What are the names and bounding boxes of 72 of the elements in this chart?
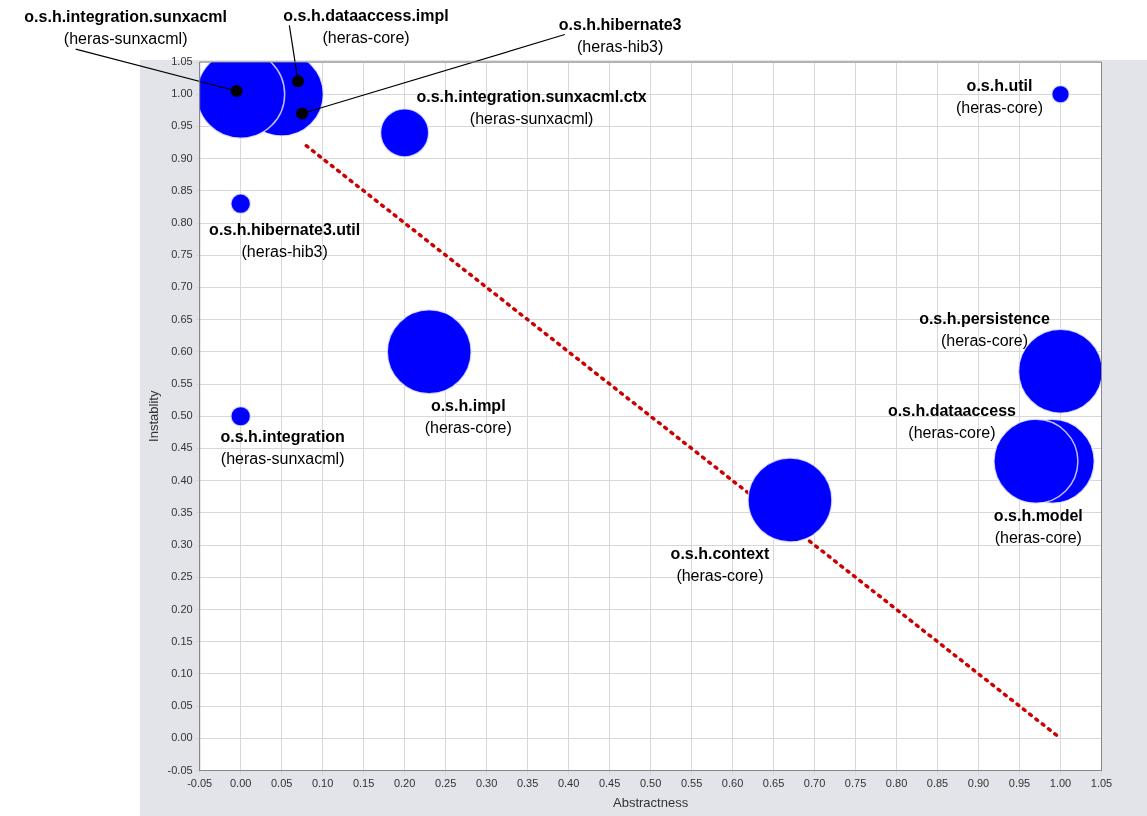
annotation: (heras-core) xyxy=(908,423,996,441)
y-tick-label: 0.20 xyxy=(171,602,193,615)
x-tick-label: 0.85 xyxy=(926,777,949,790)
y-tick-label: 1.00 xyxy=(171,87,193,100)
x-tick-label: 0.55 xyxy=(680,777,703,790)
x-tick-label: 0.15 xyxy=(352,777,375,790)
y-tick-label: 0.65 xyxy=(171,312,193,325)
y-tick-label: 0.45 xyxy=(171,441,193,454)
x-tick-label: 0.05 xyxy=(270,777,293,790)
x-tick-label: 0.95 xyxy=(1008,777,1031,790)
annotation: (heras-core) xyxy=(676,567,764,585)
series-label: o.s.h.context xyxy=(670,545,770,563)
x-tick-label: 0.90 xyxy=(967,777,990,790)
y-tick-label: 0.35 xyxy=(171,505,193,518)
series-label: o.s.h.model xyxy=(993,506,1083,524)
annotation: (heras-sunxacml) xyxy=(63,29,188,47)
text: (heras-hib3) xyxy=(577,37,664,55)
annotation: (heras-core) xyxy=(424,419,512,437)
y-tick-label: 0.75 xyxy=(171,248,193,261)
series-label: o.s.h.integration.sunxacml xyxy=(24,7,228,25)
y-tick-label: 0.60 xyxy=(171,344,193,357)
series-label: o.s.h.integration xyxy=(220,427,345,445)
annotation: o.s.h.dataaccess.impl xyxy=(283,6,449,24)
x-tick-label: 0.25 xyxy=(434,777,457,790)
annotation: (heras-hib3) xyxy=(241,243,328,261)
annotation: (heras-core) xyxy=(955,98,1044,116)
x-tick-label: -0.05 xyxy=(187,777,213,790)
x-tick-label: 0.10 xyxy=(311,777,334,790)
annotation: (heras-sunxacml) xyxy=(220,449,345,467)
series-label: o.s.h.integration.sunxacml.ctx xyxy=(416,88,647,106)
x-tick-label: 0.40 xyxy=(557,777,580,790)
series-label: o.s.h.impl xyxy=(430,397,506,415)
y-tick-label: 0.10 xyxy=(171,666,193,679)
x-tick-label: 0.35 xyxy=(516,777,539,790)
y-tick-label: 1.05 xyxy=(171,55,193,68)
y-tick-label: 0.85 xyxy=(171,183,193,196)
x-tick-label: 1.00 xyxy=(1049,777,1072,790)
text: (heras-core) xyxy=(322,28,410,46)
series-label: o.s.h.dataaccess xyxy=(887,401,1017,419)
series-label: o.s.h.persistence xyxy=(919,309,1050,327)
x-tick-label: 0.20 xyxy=(393,777,416,790)
y-tick-label: 0.30 xyxy=(171,538,193,551)
series-label: o.s.h.hibernate3.util xyxy=(209,221,361,239)
y-tick-label: 0.90 xyxy=(171,151,193,164)
x-tick-label: 0.50 xyxy=(639,777,662,790)
y-tick-label: 0.15 xyxy=(171,634,193,647)
y-tick-label: -0.05 xyxy=(167,763,193,776)
y-tick-label: 0.05 xyxy=(171,699,193,712)
y-tick-label: 0.95 xyxy=(171,119,193,132)
x-tick-label: 1.05 xyxy=(1090,777,1113,790)
annotation: (heras-sunxacml) xyxy=(469,110,594,128)
x-tick-label: 0.30 xyxy=(475,777,498,790)
y-tick-label: 0.25 xyxy=(171,570,193,583)
x-tick-label: 0.75 xyxy=(844,777,867,790)
series-label: o.s.h.util xyxy=(966,76,1033,94)
x-tick-label: 0.45 xyxy=(598,777,621,790)
x-axis-title: Abstractness xyxy=(613,795,689,811)
y-axis-title: Instablity xyxy=(146,390,162,442)
y-tick-label: 0.80 xyxy=(171,216,193,229)
y-tick-label: 0.70 xyxy=(171,280,193,293)
y-tick-label: 0.55 xyxy=(171,377,193,390)
annotation: (heras-core) xyxy=(994,528,1082,546)
y-tick-label: 0.40 xyxy=(171,473,193,486)
x-tick-label: 0.70 xyxy=(803,777,826,790)
y-tick-label: 0.00 xyxy=(171,731,193,744)
x-tick-label: 0.65 xyxy=(762,777,785,790)
x-tick-label: 0.80 xyxy=(885,777,908,790)
annotation: (heras-core) xyxy=(940,331,1029,349)
annotation: o.s.h.hibernate3 xyxy=(558,15,682,33)
y-tick-label: 0.50 xyxy=(171,409,193,422)
x-tick-label: 0.00 xyxy=(229,777,252,790)
x-tick-label: 0.60 xyxy=(721,777,744,790)
